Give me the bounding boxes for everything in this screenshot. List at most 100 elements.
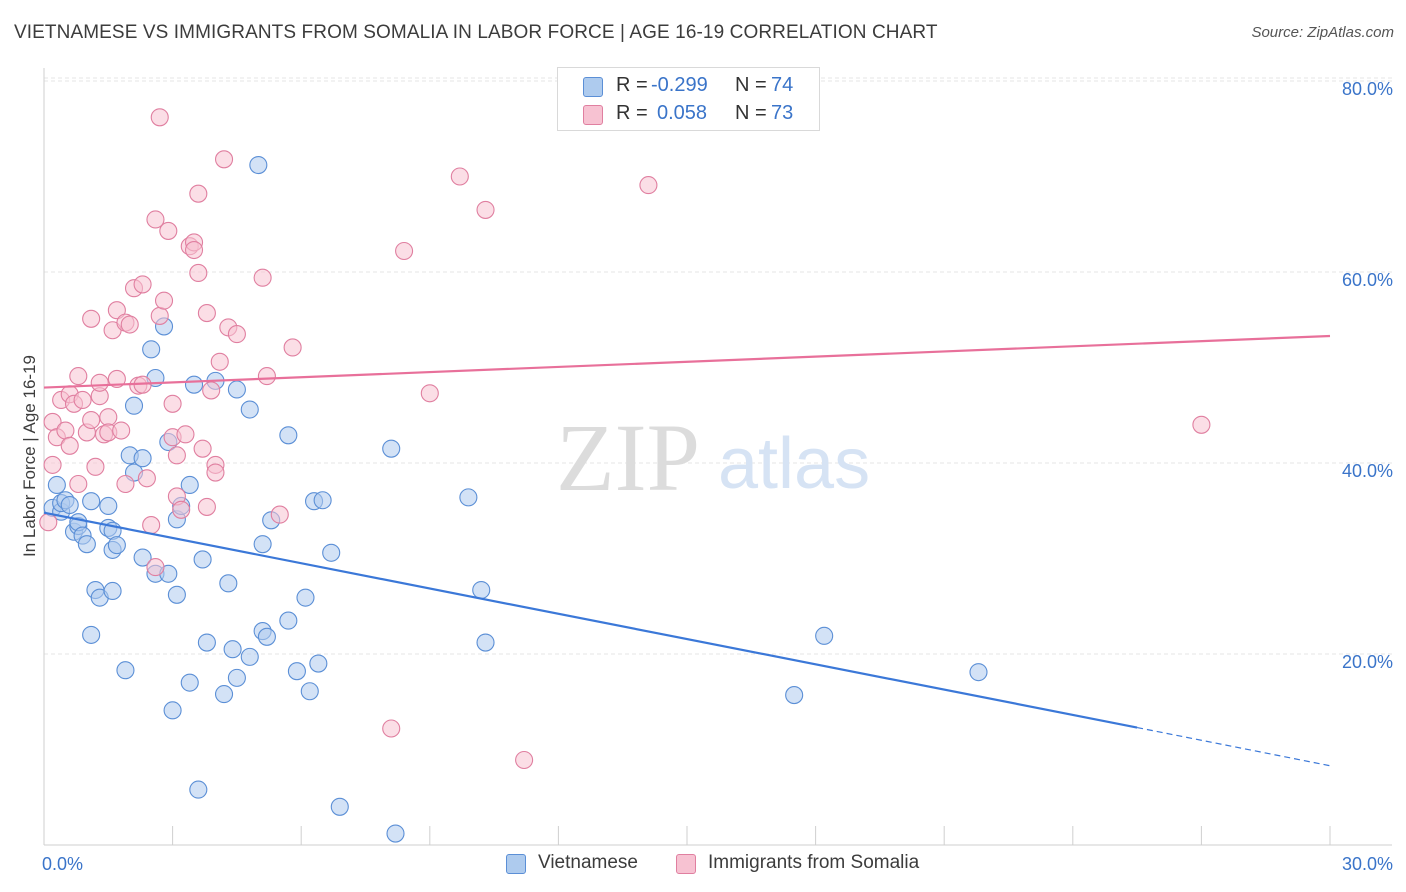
point-vietnamese-62 bbox=[313, 491, 332, 510]
stats-n-value: 74 bbox=[771, 74, 794, 96]
legend-swatch-vietnamese bbox=[506, 854, 526, 874]
point-vietnamese-47 bbox=[227, 380, 246, 399]
point-vietnamese-37 bbox=[180, 673, 199, 692]
trend-lines bbox=[43, 334, 1331, 767]
point-somalia-33 bbox=[142, 516, 161, 535]
point-vietnamese-50 bbox=[249, 155, 268, 175]
point-somalia-19 bbox=[99, 408, 118, 427]
point-somalia-55 bbox=[206, 463, 225, 482]
point-somalia-66 bbox=[420, 384, 439, 403]
point-vietnamese-57 bbox=[287, 662, 306, 681]
point-vietnamese-63 bbox=[322, 543, 341, 562]
trend-vietnamese-extension bbox=[1136, 726, 1331, 767]
point-vietnamese-72 bbox=[969, 663, 988, 682]
point-vietnamese-44 bbox=[219, 574, 238, 593]
watermark-atlas: atlas bbox=[718, 424, 870, 504]
stats-r-value: -0.299 bbox=[651, 74, 708, 96]
trend-vietnamese bbox=[43, 511, 1138, 729]
point-somalia-53 bbox=[202, 381, 221, 400]
point-vietnamese-5 bbox=[60, 495, 79, 515]
point-vietnamese-67 bbox=[459, 488, 478, 507]
point-somalia-1 bbox=[43, 455, 62, 474]
point-somalia-60 bbox=[253, 268, 272, 287]
point-somalia-59 bbox=[227, 325, 246, 344]
point-vietnamese-20 bbox=[116, 661, 135, 680]
point-somalia-23 bbox=[107, 301, 126, 320]
point-vietnamese-53 bbox=[257, 627, 276, 646]
point-somalia-52 bbox=[197, 497, 216, 516]
chart-title: VIETNAMESE VS IMMIGRANTS FROM SOMALIA IN… bbox=[14, 22, 938, 43]
point-somalia-44 bbox=[176, 425, 195, 444]
point-vietnamese-34 bbox=[167, 585, 186, 604]
point-somalia-64 bbox=[382, 719, 401, 738]
y-tick-label-0: 20.0% bbox=[1342, 652, 1393, 672]
point-vietnamese-24 bbox=[133, 449, 152, 468]
point-somalia-11 bbox=[73, 390, 92, 410]
stats-row-vietnamese: R = -0.299 N = 74 bbox=[558, 72, 821, 102]
y-axis-label: In Labor Force | Age 16-19 bbox=[20, 355, 39, 557]
stats-r-value: 0.058 bbox=[657, 102, 708, 124]
point-somalia-41 bbox=[163, 394, 182, 413]
point-somalia-38 bbox=[154, 291, 174, 310]
point-vietnamese-38 bbox=[184, 375, 204, 394]
point-vietnamese-49 bbox=[240, 400, 259, 419]
point-somalia-27 bbox=[120, 315, 139, 334]
point-somalia-22 bbox=[107, 369, 126, 389]
point-somalia-43 bbox=[172, 500, 191, 519]
point-vietnamese-73 bbox=[99, 496, 118, 516]
point-somalia-6 bbox=[60, 436, 79, 455]
point-vietnamese-61 bbox=[309, 654, 328, 673]
y-tick-label-3: 80.0% bbox=[1342, 79, 1393, 99]
point-somalia-71 bbox=[1192, 415, 1211, 434]
point-vietnamese-25 bbox=[133, 548, 152, 567]
point-vietnamese-23 bbox=[124, 396, 144, 415]
point-vietnamese-19 bbox=[107, 536, 126, 555]
x-tick-label-0: 0.0% bbox=[42, 854, 83, 874]
point-vietnamese-11 bbox=[82, 492, 101, 511]
point-somalia-62 bbox=[270, 505, 289, 524]
point-somalia-10 bbox=[69, 367, 88, 386]
point-vietnamese-56 bbox=[279, 426, 298, 445]
point-somalia-61 bbox=[257, 367, 276, 386]
point-vietnamese-32 bbox=[163, 701, 182, 720]
point-vietnamese-59 bbox=[300, 682, 319, 701]
point-somalia-49 bbox=[189, 263, 208, 283]
point-somalia-17 bbox=[90, 373, 109, 392]
point-somalia-57 bbox=[214, 150, 234, 169]
stats-r-label: R = bbox=[616, 102, 648, 124]
point-somalia-50 bbox=[193, 439, 212, 458]
point-somalia-70 bbox=[639, 176, 658, 195]
point-vietnamese-64 bbox=[330, 797, 349, 816]
point-somalia-48 bbox=[189, 184, 208, 203]
point-somalia-36 bbox=[150, 306, 169, 325]
point-vietnamese-14 bbox=[82, 625, 101, 644]
point-vietnamese-46 bbox=[227, 668, 246, 687]
stats-swatch-vietnamese bbox=[583, 77, 603, 97]
point-vietnamese-39 bbox=[189, 780, 208, 799]
stats-n-label: N = bbox=[735, 74, 767, 96]
stats-swatch-somalia bbox=[583, 105, 603, 125]
legend-label-vietnamese: Vietnamese bbox=[538, 852, 638, 873]
point-vietnamese-17 bbox=[103, 581, 122, 601]
point-somalia-5 bbox=[56, 421, 75, 440]
point-vietnamese-43 bbox=[214, 685, 234, 704]
point-somalia-14 bbox=[82, 410, 101, 430]
point-vietnamese-10 bbox=[77, 535, 96, 554]
point-vietnamese-58 bbox=[296, 588, 315, 607]
point-vietnamese-66 bbox=[386, 824, 405, 843]
point-vietnamese-51 bbox=[253, 535, 272, 554]
point-somalia-56 bbox=[210, 352, 229, 371]
point-somalia-65 bbox=[395, 241, 414, 261]
point-somalia-13 bbox=[82, 309, 101, 328]
x-tick-label-1: 30.0% bbox=[1342, 854, 1393, 874]
point-vietnamese-41 bbox=[197, 633, 216, 652]
point-somalia-47 bbox=[184, 240, 204, 260]
point-somalia-51 bbox=[197, 304, 216, 323]
axes bbox=[43, 68, 1392, 846]
point-vietnamese-70 bbox=[785, 686, 804, 705]
tick-labels: 20.0% 40.0% 60.0% 80.0% 0.0% 30.0% bbox=[42, 79, 1393, 874]
point-somalia-15 bbox=[86, 457, 105, 476]
grid-lines bbox=[44, 77, 1392, 655]
y-tick-label-2: 60.0% bbox=[1342, 270, 1393, 290]
point-vietnamese-71 bbox=[815, 626, 834, 645]
